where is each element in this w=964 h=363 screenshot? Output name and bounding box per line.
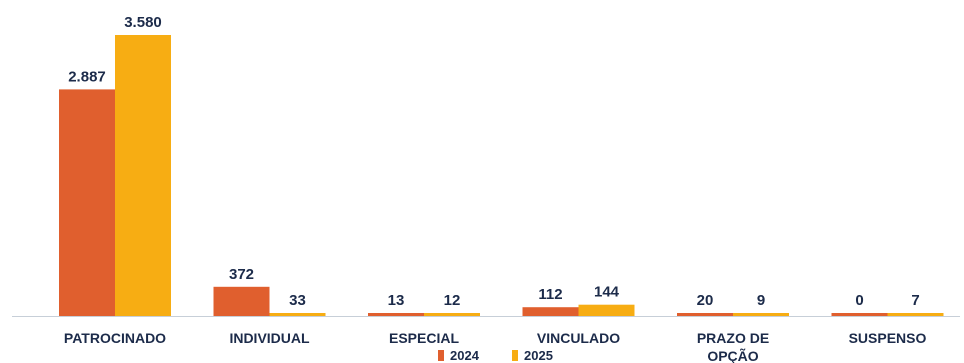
bar-2024-5 bbox=[831, 313, 888, 316]
category-label-5: SUSPENSO bbox=[849, 330, 927, 346]
bar-2024-1 bbox=[213, 286, 270, 316]
category-label-0: PATROCINADO bbox=[64, 330, 166, 346]
bar-2024-0 bbox=[59, 89, 115, 317]
bar-2024-4 bbox=[677, 313, 733, 316]
category-label-1: INDIVIDUAL bbox=[229, 330, 310, 346]
value-label-2024-1: 372 bbox=[229, 266, 254, 283]
legend-swatch-2025 bbox=[512, 350, 518, 361]
bar-2024-3 bbox=[522, 307, 579, 316]
value-label-2024-0: 2.887 bbox=[68, 68, 106, 85]
bar-2025-2 bbox=[424, 313, 480, 316]
value-label-2025-2: 12 bbox=[444, 292, 461, 309]
bar-2025-4 bbox=[733, 313, 789, 316]
value-label-2024-4: 20 bbox=[697, 292, 714, 309]
bar-2024-2 bbox=[368, 313, 424, 316]
bar-2025-5 bbox=[887, 313, 944, 316]
value-label-2025-4: 9 bbox=[757, 292, 765, 309]
bar-2025-0 bbox=[115, 35, 171, 316]
value-label-2025-1: 33 bbox=[289, 292, 306, 309]
category-label-4-line-0: PRAZO DE bbox=[697, 330, 769, 346]
value-label-2025-3: 144 bbox=[594, 284, 620, 301]
category-label-2: ESPECIAL bbox=[389, 330, 459, 346]
value-label-2024-3: 112 bbox=[538, 286, 562, 303]
legend-label-2024: 2024 bbox=[450, 348, 480, 363]
legend-swatch-2024 bbox=[438, 350, 444, 361]
category-label-4-line-1: OPÇÃO bbox=[707, 347, 758, 363]
bar-2025-3 bbox=[578, 304, 635, 316]
value-label-2025-5: 7 bbox=[911, 292, 919, 309]
bar-2025-1 bbox=[269, 313, 326, 316]
value-label-2024-2: 13 bbox=[388, 292, 405, 309]
value-label-2024-5: 0 bbox=[855, 292, 863, 309]
category-label-3: VINCULADO bbox=[537, 330, 620, 346]
legend-label-2025: 2025 bbox=[524, 348, 553, 363]
value-label-2025-0: 3.580 bbox=[124, 14, 162, 31]
